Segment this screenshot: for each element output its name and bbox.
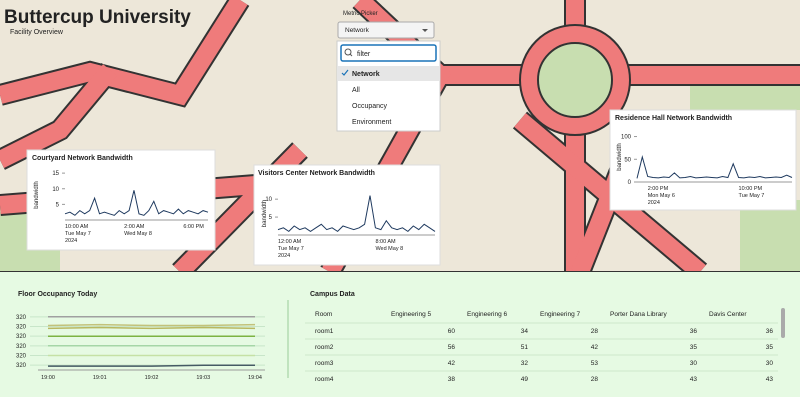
table-title: Campus Data	[310, 291, 355, 298]
x-tick-label: Wed May 8	[375, 246, 403, 252]
table-cell: room2	[315, 344, 334, 351]
series-line	[636, 155, 793, 179]
y-tick-label: 320	[16, 325, 27, 331]
picker-option[interactable]: Environment	[352, 119, 391, 126]
table-cell: 42	[448, 360, 456, 367]
table-cell: 30	[690, 360, 698, 367]
y-tick-label: 15	[52, 171, 59, 177]
column-header[interactable]: Engineering 6	[467, 311, 507, 318]
chart-card	[26, 149, 216, 251]
chart-title: Residence Hall Network Bandwidth	[615, 115, 732, 122]
y-tick-label: 320	[16, 315, 27, 321]
chart-card	[609, 109, 797, 211]
y-axis-label: bandwidth	[34, 181, 40, 208]
series-line	[47, 326, 256, 330]
x-tick-label: 2:00 PM	[648, 186, 669, 192]
y-tick-label: 10	[52, 187, 59, 193]
table-cell: 36	[766, 328, 774, 335]
x-tick-label: 2:00 AM	[124, 224, 145, 230]
y-tick-label: 5	[56, 202, 60, 208]
picker-option[interactable]: All	[352, 87, 360, 94]
x-tick-label: 2024	[648, 200, 660, 206]
table-cell: 28	[591, 376, 599, 383]
y-axis-label: bandwidth	[262, 200, 268, 227]
series-line	[47, 323, 256, 327]
table-cell: 38	[448, 376, 456, 383]
picker-option[interactable]: Occupancy	[352, 103, 388, 110]
filter-input[interactable]	[340, 44, 437, 62]
series-line	[64, 190, 209, 216]
y-axis-label: bandwidth	[617, 143, 623, 170]
table-cell: 34	[521, 328, 529, 335]
bottom-panel	[0, 272, 800, 397]
picker-value: Network	[345, 27, 370, 34]
chart-title: Visitors Center Network Bandwidth	[258, 170, 375, 177]
table-cell: room4	[315, 376, 334, 383]
table-cell: 43	[690, 376, 698, 383]
table-cell: 35	[690, 344, 698, 351]
x-tick-label: 19:01	[93, 375, 107, 381]
x-tick-label: 6:00 PM	[183, 224, 204, 230]
column-header[interactable]: Engineering 7	[540, 311, 580, 318]
series-line	[277, 195, 436, 233]
table-cell: 36	[690, 328, 698, 335]
x-tick-label: 10:00 PM	[739, 186, 763, 192]
x-tick-label: 19:00	[41, 375, 55, 381]
chart-title: Floor Occupancy Today	[18, 291, 97, 298]
column-header[interactable]: Engineering 5	[391, 311, 431, 318]
scrollbar[interactable]	[781, 308, 785, 338]
x-tick-label: 19:03	[196, 375, 210, 381]
y-tick-label: 320	[16, 344, 27, 350]
picker-option[interactable]: Network	[352, 71, 380, 78]
y-tick-label: 320	[16, 334, 27, 340]
metric-picker: Metric Picker Network filter	[336, 11, 441, 132]
y-tick-label: 50	[624, 157, 631, 163]
table-cell: 51	[521, 344, 529, 351]
table-cell: 56	[448, 344, 456, 351]
x-tick-label: 2024	[278, 253, 290, 259]
table-cell: 35	[766, 344, 774, 351]
table-cell: 28	[591, 328, 599, 335]
series-line	[48, 364, 255, 367]
table-cell: 60	[448, 328, 456, 335]
picker-select[interactable]	[337, 21, 435, 39]
x-tick-label: Wed May 8	[124, 231, 152, 237]
column-header[interactable]: Porter Dana Library	[610, 311, 667, 318]
x-tick-label: 10:00 AM	[65, 224, 89, 230]
filter-placeholder: filter	[357, 51, 371, 58]
column-header[interactable]: Davis Center	[709, 311, 747, 318]
x-tick-label: 8:00 AM	[375, 239, 396, 245]
x-tick-label: Tue May 7	[278, 246, 304, 252]
y-tick-label: 320	[16, 363, 27, 369]
y-tick-label: 5	[269, 215, 273, 221]
y-tick-label: 320	[16, 354, 27, 360]
column-header[interactable]: Room	[315, 311, 332, 318]
table-cell: 42	[591, 344, 599, 351]
y-tick-label: 0	[628, 180, 632, 186]
x-tick-label: Tue May 7	[65, 231, 91, 237]
x-tick-label: Mon May 6	[648, 193, 675, 199]
table-cell: room3	[315, 360, 334, 367]
table-cell: room1	[315, 328, 334, 335]
y-tick-label: 100	[621, 135, 632, 141]
x-tick-label: 19:02	[145, 375, 159, 381]
table-cell: 32	[521, 360, 529, 367]
x-tick-label: 2024	[65, 238, 77, 244]
chart-title: Courtyard Network Bandwidth	[32, 155, 133, 162]
y-tick-label: 10	[265, 197, 272, 203]
table-cell: 43	[766, 376, 774, 383]
app-title: Buttercup University	[4, 7, 191, 28]
table-cell: 53	[591, 360, 599, 367]
app-subtitle: Facility Overview	[10, 29, 64, 36]
x-tick-label: 12:00 AM	[278, 239, 302, 245]
x-tick-label: Tue May 7	[739, 193, 765, 199]
table-cell: 30	[766, 360, 774, 367]
x-tick-label: 19:04	[248, 375, 262, 381]
table-cell: 49	[521, 376, 529, 383]
picker-label: Metric Picker	[343, 11, 378, 17]
chart-card	[253, 164, 441, 266]
